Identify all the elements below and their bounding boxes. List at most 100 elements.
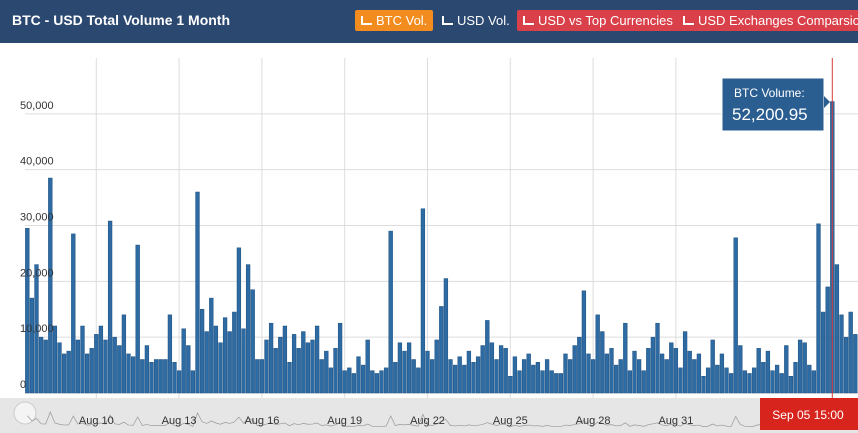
- bar: [425, 350, 430, 394]
- tab-button[interactable]: BTC Vol.: [355, 10, 434, 31]
- tab-label: USD Vol.: [457, 13, 510, 28]
- bar: [126, 353, 131, 394]
- x-tick-label: Aug 28: [576, 415, 611, 427]
- navigator-handle[interactable]: [13, 401, 37, 425]
- bar: [172, 362, 177, 394]
- bar: [581, 290, 587, 394]
- bar: [57, 342, 62, 394]
- navigator-label: Sep 05 15:00: [772, 408, 844, 422]
- bar: [774, 364, 780, 394]
- bar: [742, 370, 748, 394]
- y-tick-label: 10,000: [20, 323, 54, 335]
- bar: [664, 359, 669, 394]
- bar: [503, 348, 508, 394]
- bar: [429, 359, 435, 394]
- bar: [485, 320, 490, 394]
- bar: [701, 376, 706, 394]
- x-tick-label: Aug 10: [79, 415, 114, 427]
- bar: [494, 359, 499, 394]
- bar: [264, 339, 269, 394]
- bar: [135, 244, 140, 394]
- bar: [167, 314, 173, 394]
- bar: [627, 370, 633, 394]
- bar: [807, 364, 812, 394]
- x-tick-label: Aug 25: [493, 415, 528, 427]
- bar: [618, 359, 623, 394]
- bar: [462, 364, 467, 394]
- bar: [255, 359, 260, 394]
- bar: [816, 223, 821, 394]
- bar: [218, 342, 223, 394]
- bar: [586, 353, 591, 394]
- bar: [259, 359, 265, 394]
- bar: [84, 353, 90, 394]
- bar: [572, 345, 577, 394]
- save-button[interactable]: [840, 68, 858, 88]
- bar: [153, 359, 159, 394]
- bar: [204, 331, 209, 394]
- bar: [613, 364, 619, 394]
- bar: [797, 339, 803, 394]
- bar: [480, 345, 485, 394]
- x-tick-label: Aug 22: [410, 415, 445, 427]
- bar: [595, 314, 600, 394]
- bar: [756, 348, 761, 394]
- y-tick-label: 20,000: [20, 267, 54, 279]
- bar: [34, 264, 39, 394]
- tab-button[interactable]: USD vs Top Currencies: [517, 10, 679, 31]
- bar: [843, 336, 849, 394]
- bar: [29, 297, 35, 394]
- tab-label: USD vs Top Currencies: [538, 13, 673, 28]
- bar: [526, 353, 531, 394]
- bar: [623, 322, 628, 394]
- bar: [245, 264, 251, 394]
- navigator-label-box: [760, 398, 858, 430]
- bar: [222, 317, 228, 394]
- tab-button[interactable]: USD Vol.: [436, 10, 516, 31]
- bar: [25, 228, 30, 394]
- bar: [337, 322, 343, 394]
- tooltip-pointer: [824, 96, 830, 108]
- bar: [190, 370, 196, 394]
- bar: [761, 362, 766, 394]
- bar: [710, 339, 715, 394]
- bar: [393, 362, 398, 394]
- tab-button[interactable]: USD Exchanges Comparsion: [677, 10, 858, 31]
- bar: [89, 348, 94, 394]
- bar: [48, 177, 53, 394]
- y-tick-label: 0: [20, 379, 26, 391]
- bar: [388, 230, 393, 394]
- bar: [291, 334, 297, 394]
- bar: [38, 336, 44, 394]
- bar: [765, 350, 771, 394]
- bar: [549, 370, 554, 394]
- bar: [296, 348, 301, 394]
- bar: [784, 345, 789, 394]
- bar: [512, 356, 518, 394]
- bar: [600, 331, 605, 394]
- bar: [107, 220, 113, 394]
- bar: [71, 233, 76, 394]
- bar: [544, 359, 550, 394]
- bar: [508, 376, 513, 394]
- bar: [439, 306, 444, 394]
- bar: [328, 367, 334, 394]
- x-tick-label: Aug 19: [327, 415, 362, 427]
- bar: [457, 356, 462, 394]
- chart: 0 10,000 20,000 30,000 40,000 50,000 Aug 10 Aug…: [0, 58, 858, 433]
- bar: [52, 325, 58, 394]
- bar: [678, 367, 683, 394]
- bar: [692, 359, 697, 394]
- bar: [650, 336, 656, 394]
- bar: [825, 286, 830, 394]
- header: BTC - USD Total Volume 1 Month BTC Vol. …: [0, 0, 858, 43]
- bar: [121, 314, 127, 394]
- bar: [287, 362, 292, 394]
- bar: [655, 322, 660, 394]
- bar: [659, 353, 665, 394]
- bar: [250, 289, 255, 394]
- bar: [61, 353, 67, 394]
- bar: [310, 339, 315, 394]
- bar: [149, 362, 154, 394]
- bar: [471, 362, 476, 394]
